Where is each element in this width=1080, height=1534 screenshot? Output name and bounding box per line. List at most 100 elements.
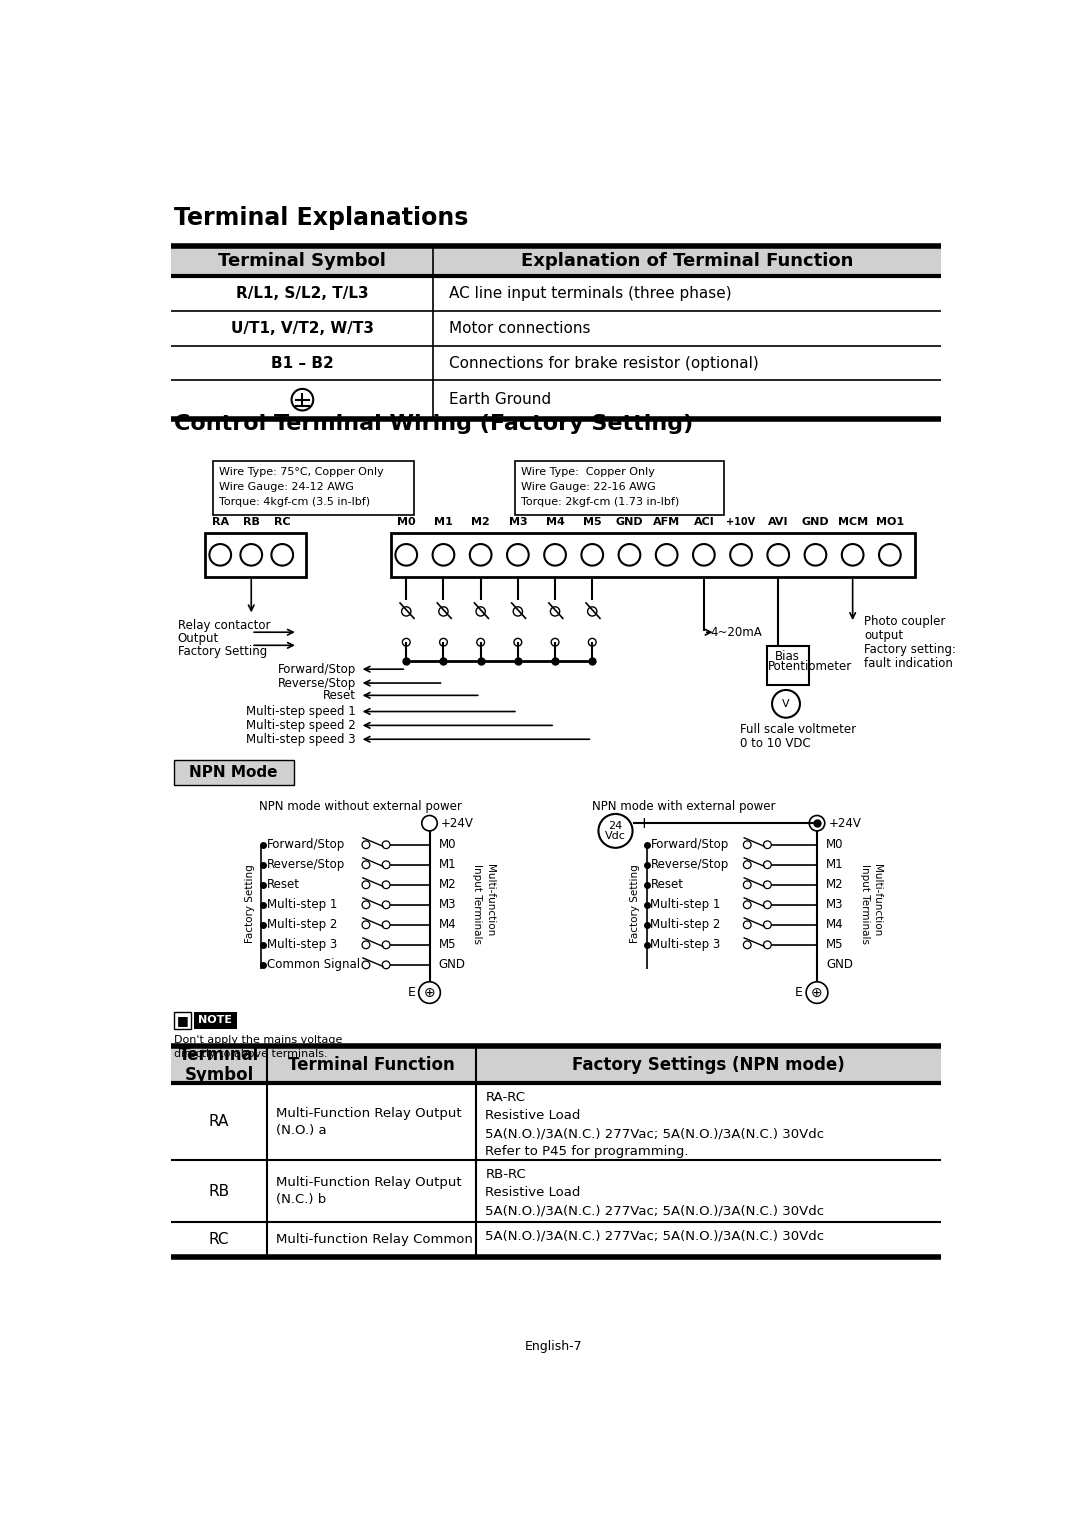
Text: Output: Output	[177, 632, 219, 646]
Circle shape	[805, 545, 826, 566]
Text: 4~20mA: 4~20mA	[710, 626, 761, 638]
Text: Potentiometer: Potentiometer	[768, 660, 852, 673]
Circle shape	[772, 690, 800, 718]
Text: Multi-step 3: Multi-step 3	[650, 939, 720, 951]
Text: M5: M5	[438, 939, 457, 951]
Bar	[172, 1046, 941, 1083]
Circle shape	[693, 545, 715, 566]
Text: Photo coupler: Photo coupler	[864, 615, 946, 629]
Circle shape	[210, 545, 231, 566]
Text: Factory setting:: Factory setting:	[864, 643, 956, 657]
Circle shape	[598, 815, 633, 848]
Circle shape	[581, 545, 603, 566]
Text: Reset: Reset	[650, 879, 684, 891]
Text: RB-RC
Resistive Load
5A(N.O.)/3A(N.C.) 277Vac; 5A(N.O.)/3A(N.C.) 30Vdc: RB-RC Resistive Load 5A(N.O.)/3A(N.C.) 2…	[485, 1167, 824, 1216]
Text: Multi-step 3: Multi-step 3	[267, 939, 337, 951]
Text: E: E	[795, 986, 804, 999]
Text: M2: M2	[826, 879, 843, 891]
Text: Multi-Function Relay Output
(N.C.) b: Multi-Function Relay Output (N.C.) b	[276, 1177, 461, 1206]
Text: RA-RC
Resistive Load
5A(N.O.)/3A(N.C.) 277Vac; 5A(N.O.)/3A(N.C.) 30Vdc
Refer to : RA-RC Resistive Load 5A(N.O.)/3A(N.C.) 2…	[485, 1091, 824, 1158]
Text: NPN mode without external power: NPN mode without external power	[259, 799, 462, 813]
Text: Relay contactor: Relay contactor	[177, 620, 270, 632]
Text: ⊕: ⊕	[423, 985, 435, 1000]
Text: +24V: +24V	[441, 816, 474, 830]
Text: Multi-step 2: Multi-step 2	[267, 919, 337, 931]
Circle shape	[656, 545, 677, 566]
Text: MO1: MO1	[876, 517, 904, 526]
Text: R/L1, S/L2, T/L3: R/L1, S/L2, T/L3	[237, 287, 368, 301]
Text: Multi-Function Relay Output
(N.O.) a: Multi-Function Relay Output (N.O.) a	[276, 1108, 461, 1137]
Text: Motor connections: Motor connections	[449, 321, 591, 336]
Circle shape	[241, 545, 262, 566]
Text: fault indication: fault indication	[864, 657, 954, 670]
Text: M5: M5	[826, 939, 843, 951]
Text: Multi-step speed 3: Multi-step speed 3	[246, 733, 356, 746]
Circle shape	[730, 545, 752, 566]
Text: RB: RB	[243, 517, 259, 526]
Text: Multi-step 2: Multi-step 2	[650, 919, 720, 931]
Text: RA: RA	[208, 1114, 229, 1129]
Text: AFM: AFM	[653, 517, 680, 526]
Text: B1 – B2: B1 – B2	[271, 356, 334, 371]
Text: Reset: Reset	[267, 879, 300, 891]
Text: M4: M4	[545, 517, 565, 526]
Text: M0: M0	[826, 838, 843, 851]
Text: Multi-step 1: Multi-step 1	[267, 899, 337, 911]
Text: E: E	[407, 986, 416, 999]
Text: GND: GND	[616, 517, 644, 526]
Text: M0: M0	[438, 838, 457, 851]
Bar	[391, 532, 916, 577]
Circle shape	[507, 545, 529, 566]
Text: 0 to 10 VDC: 0 to 10 VDC	[740, 736, 810, 750]
Text: ⊕: ⊕	[811, 985, 823, 1000]
Bar	[767, 646, 809, 684]
Text: RA: RA	[212, 517, 229, 526]
Text: NPN mode with external power: NPN mode with external power	[592, 799, 775, 813]
Text: V: V	[782, 700, 789, 709]
Text: NPN Mode: NPN Mode	[189, 765, 278, 779]
Circle shape	[544, 545, 566, 566]
Bar	[194, 1012, 237, 1029]
Text: +: +	[637, 816, 650, 831]
Bar	[515, 462, 724, 515]
Text: Terminal Function: Terminal Function	[288, 1055, 455, 1074]
Circle shape	[619, 545, 640, 566]
Text: GND: GND	[438, 959, 465, 971]
Text: M2: M2	[438, 879, 457, 891]
Text: Bias: Bias	[774, 650, 799, 663]
Text: Factory Setting: Factory Setting	[245, 865, 255, 943]
Text: M4: M4	[438, 919, 457, 931]
Text: Terminal
Symbol: Terminal Symbol	[179, 1046, 259, 1085]
Text: English-7: English-7	[525, 1341, 582, 1353]
Text: Multi-function
Input Terminals: Multi-function Input Terminals	[472, 864, 495, 943]
Text: Reverse/Stop: Reverse/Stop	[267, 858, 345, 871]
Text: Explanation of Terminal Function: Explanation of Terminal Function	[521, 252, 853, 270]
Text: MCM: MCM	[838, 517, 867, 526]
Text: M1: M1	[438, 858, 457, 871]
Text: RC: RC	[274, 517, 291, 526]
Text: Multi-step speed 2: Multi-step speed 2	[246, 719, 356, 732]
Text: Multi-step 1: Multi-step 1	[650, 899, 720, 911]
Text: M3: M3	[438, 899, 457, 911]
Text: output: output	[864, 629, 903, 643]
Text: GND: GND	[826, 959, 853, 971]
Text: Earth Ground: Earth Ground	[449, 393, 551, 407]
Text: RB: RB	[208, 1184, 230, 1198]
Text: Control Terminal Wiring (Factory Setting): Control Terminal Wiring (Factory Setting…	[174, 414, 693, 434]
Text: M3: M3	[509, 517, 527, 526]
Text: M5: M5	[583, 517, 602, 526]
Text: Reverse/Stop: Reverse/Stop	[278, 676, 356, 690]
Text: Forward/Stop: Forward/Stop	[278, 663, 356, 675]
Circle shape	[841, 545, 864, 566]
Circle shape	[422, 816, 437, 831]
Text: M4: M4	[826, 919, 843, 931]
Text: RC: RC	[208, 1232, 229, 1247]
Text: AC line input terminals (three phase): AC line input terminals (three phase)	[449, 287, 731, 301]
Text: Forward/Stop: Forward/Stop	[267, 838, 345, 851]
Text: M3: M3	[826, 899, 843, 911]
Text: 5A(N.O.)/3A(N.C.) 277Vac; 5A(N.O.)/3A(N.C.) 30Vdc: 5A(N.O.)/3A(N.C.) 277Vac; 5A(N.O.)/3A(N.…	[485, 1230, 824, 1243]
Bar	[213, 462, 414, 515]
Text: 24
Vdc: 24 Vdc	[605, 821, 626, 841]
Bar	[174, 759, 294, 785]
Circle shape	[470, 545, 491, 566]
